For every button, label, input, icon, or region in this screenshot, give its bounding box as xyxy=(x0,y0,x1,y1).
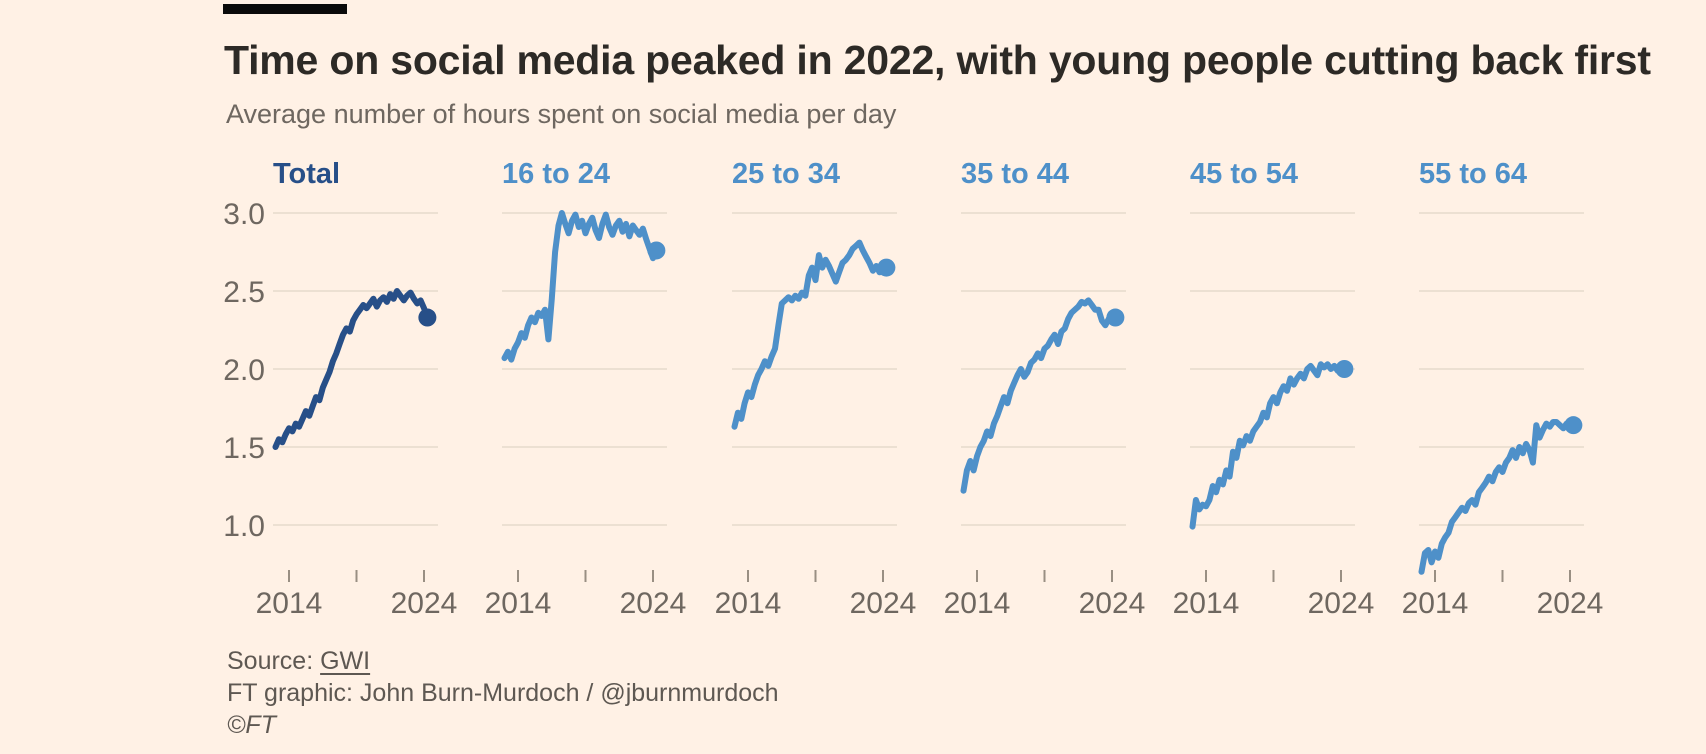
x-axis-label: 2024 xyxy=(620,587,687,620)
y-axis-label: 2.0 xyxy=(223,354,265,387)
x-axis-label: 2024 xyxy=(1308,587,1375,620)
end-point-marker xyxy=(877,258,896,277)
credit-line: FT graphic: John Burn-Murdoch / @jburnmu… xyxy=(227,679,779,707)
panel-label: 55 to 64 xyxy=(1419,158,1527,190)
panel-label: 35 to 44 xyxy=(961,158,1069,190)
copyright-line: ©FT xyxy=(227,711,276,739)
x-axis-label: 2024 xyxy=(850,587,917,620)
chart-subtitle: Average number of hours spent on social … xyxy=(226,99,897,129)
end-point-marker xyxy=(1106,308,1125,327)
y-axis-label: 3.0 xyxy=(223,198,265,231)
y-axis-label: 1.5 xyxy=(223,432,265,465)
panel-label: Total xyxy=(273,158,340,190)
chart-footer: Source: GWI FT graphic: John Burn-Murdoc… xyxy=(227,645,779,741)
y-axis-label: 2.5 xyxy=(223,276,265,309)
panel-label: 45 to 54 xyxy=(1190,158,1298,190)
trend-line xyxy=(501,210,660,363)
trend-line xyxy=(960,297,1119,494)
trend-line xyxy=(731,239,890,430)
panel-55-to-64: 55 to 64 2014 2024 xyxy=(1402,158,1604,620)
x-axis-label: 2024 xyxy=(1079,587,1146,620)
x-axis-label: 2014 xyxy=(256,587,323,620)
source-line: Source: GWI xyxy=(227,645,779,677)
trend-line xyxy=(1189,361,1348,530)
end-point-marker xyxy=(1564,416,1583,435)
source-link[interactable]: GWI xyxy=(320,647,371,675)
panel-35-to-44: 35 to 44 2014 2024 xyxy=(944,158,1146,620)
trend-line xyxy=(272,288,431,450)
panel-25-to-34: 25 to 34 2014 2024 xyxy=(715,158,917,620)
chart-title: Time on social media peaked in 2022, wit… xyxy=(224,37,1651,83)
x-axis-label: 2014 xyxy=(715,587,782,620)
x-axis-label: 2014 xyxy=(485,587,552,620)
end-point-marker xyxy=(418,308,437,327)
trend-line xyxy=(1418,419,1577,575)
y-axis-label: 1.0 xyxy=(223,510,265,543)
x-axis-label: 2024 xyxy=(1537,587,1604,620)
source-label: Source: xyxy=(227,647,321,675)
panel-16-to-24: 16 to 24 2014 2024 xyxy=(485,158,687,620)
x-axis-label: 2014 xyxy=(944,587,1011,620)
end-point-marker xyxy=(1335,360,1354,378)
ft-slug-bar xyxy=(223,4,347,14)
x-axis-label: 2014 xyxy=(1402,587,1469,620)
panel-label: 25 to 34 xyxy=(732,158,840,190)
x-axis-label: 2014 xyxy=(1173,587,1240,620)
x-axis-label: 2024 xyxy=(391,587,458,620)
panel-label: 16 to 24 xyxy=(502,158,610,190)
panel-45-to-54: 45 to 54 2014 2024 xyxy=(1173,158,1375,620)
end-point-marker xyxy=(647,241,666,260)
